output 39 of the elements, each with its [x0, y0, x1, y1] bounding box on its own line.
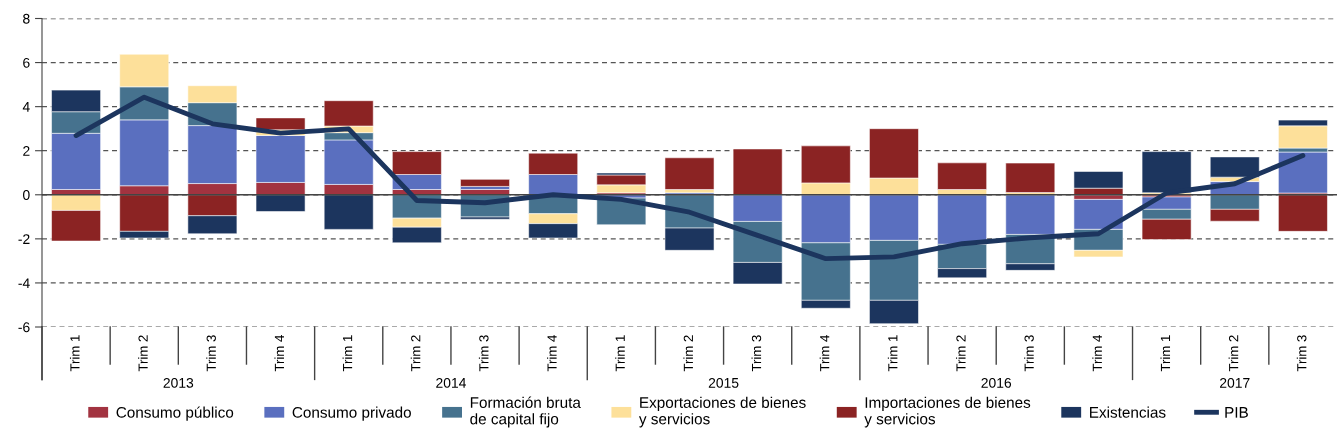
x-tick-label: Trim 2 [138, 335, 148, 372]
y-tick-label: 8 [23, 13, 30, 24]
y-tick-label: -4 [18, 278, 30, 288]
legend-label: Formación bruta de capital fijo [470, 396, 581, 428]
text: 2015 [708, 377, 739, 388]
text: 2017 [1220, 377, 1250, 388]
x-tick-label: Trim 1 [342, 335, 353, 372]
legend-label: Exportaciones de bienes y servicios [638, 396, 806, 428]
x-tick-label: Trim 2 [1228, 335, 1239, 372]
text: 2016 [981, 377, 1012, 388]
x-tick-label: Trim 1 [1160, 335, 1171, 372]
x-tick-label: Trim 4 [547, 335, 557, 372]
y-tick-label: 2 [23, 146, 30, 156]
legend-label: Importaciones de bienes y servicios [864, 396, 1031, 428]
x-tick-label: Trim 3 [751, 335, 762, 372]
legend-label: Existencias [1090, 406, 1166, 418]
y-tick-label: 6 [23, 57, 30, 68]
y-tick-label: -6 [18, 322, 30, 333]
y-tick-label: 0 [23, 190, 30, 200]
x-tick-label: Trim 3 [206, 335, 216, 372]
legend-label: PIB [1225, 407, 1248, 418]
y-tick-label: 4 [22, 102, 30, 112]
x-tick-label: Trim 2 [410, 335, 421, 372]
x-tick-label: Trim 1 [615, 335, 625, 372]
x-tick-label: Trim 3 [1296, 335, 1307, 372]
x-tick-label: Trim 1 [887, 335, 898, 372]
x-tick-label: Trim 2 [955, 335, 966, 372]
x-tick-label: Trim 1 [69, 335, 80, 372]
x-tick-label: Trim 4 [819, 335, 830, 372]
x-tick-label: Trim 4 [274, 335, 284, 372]
x-tick-label: Trim 3 [1024, 335, 1034, 372]
legend-label: Consumo público [116, 406, 234, 421]
text: 2013 [163, 377, 194, 388]
legend-label: Consumo privado [292, 406, 411, 421]
x-tick-label: Trim 3 [478, 335, 489, 372]
x-tick-label: Trim 4 [1092, 335, 1102, 372]
x-tick-label: Trim 2 [683, 335, 693, 372]
text: 2014 [436, 377, 466, 388]
y-tick-label: -2 [18, 234, 30, 244]
